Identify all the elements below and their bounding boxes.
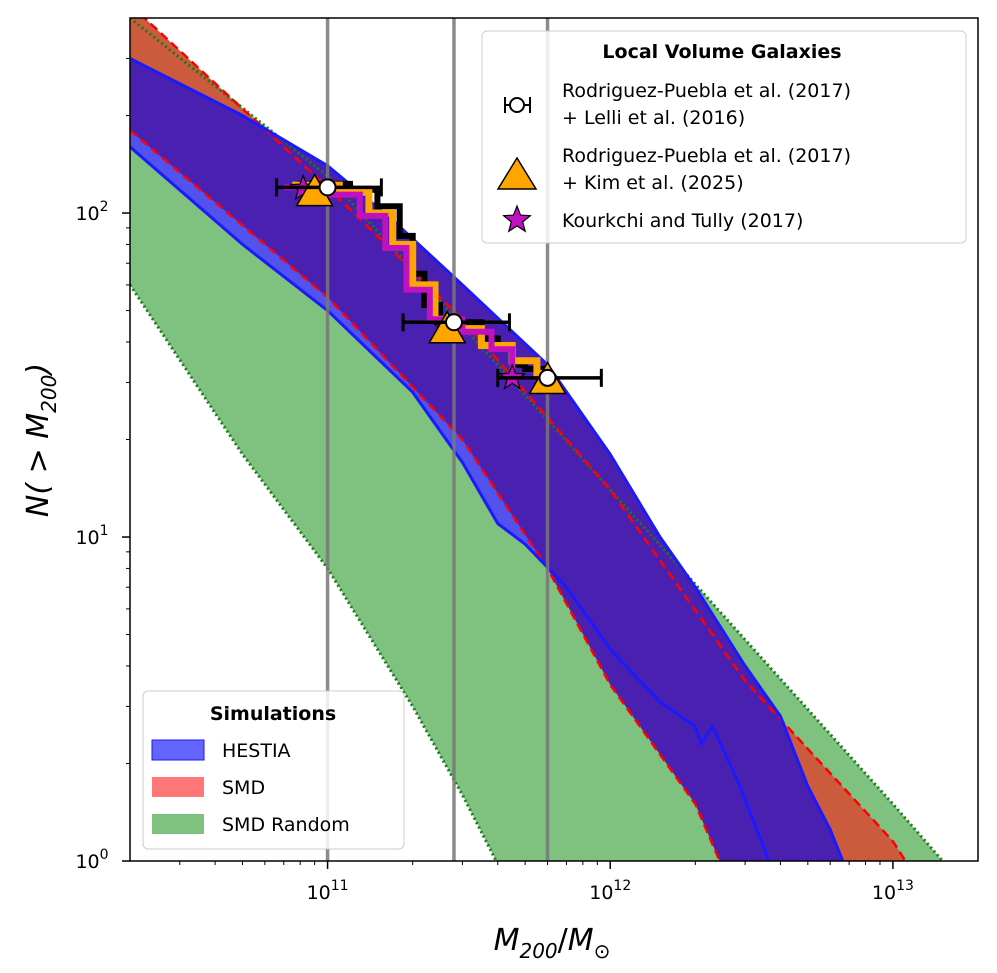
kourkchi-tully-cumulative-curve — [283, 184, 516, 378]
hestia-smd-overlap-band — [130, 58, 843, 861]
legend-marker-open-circle-errorbar — [504, 97, 531, 113]
x-tick-label-2: 1012 — [589, 878, 631, 904]
legend-swatch-smd — [152, 777, 204, 797]
legend-kourkchi-tully: Kourkchi and Tully (2017) — [562, 210, 803, 232]
legend-smd: SMD — [222, 777, 265, 799]
legend-swatch-hestia — [151, 739, 205, 761]
rodriguez-lelli-point-1 — [318, 178, 337, 197]
observations-legend: Local Volume Galaxies Rodriguez-Puebla e… — [481, 30, 967, 244]
legend-rodriguez-lelli-line2: + Lelli et al. (2016) — [562, 107, 745, 129]
y-tick-label-1: 100 — [75, 847, 108, 873]
x-tick-label-3: 1013 — [872, 878, 914, 904]
observations-legend-title: Local Volume Galaxies — [602, 41, 841, 63]
hestia-lower-edge — [130, 145, 771, 861]
legend-marker-orange-triangle — [496, 156, 538, 190]
observations-legend-box — [481, 30, 967, 244]
hestia-upper-edge — [130, 57, 845, 861]
legend-rodriguez-lelli-line1: Rodriguez-Puebla et al. (2017) — [562, 80, 851, 102]
legend-swatch-smd-random — [152, 814, 204, 834]
y-tick-label-2: 101 — [75, 523, 108, 549]
x-axis-label: M200/M⊙ — [494, 923, 611, 963]
rodriguez-lelli-point-2 — [444, 313, 463, 332]
legend-smd-random: SMD Random — [222, 814, 350, 836]
simulations-legend: Simulations HESTIA SMD SMD Random — [142, 690, 405, 850]
y-tick-label-3: 102 — [75, 199, 108, 225]
legend-rodriguez-kim-line2: + Kim et al. (2025) — [562, 172, 744, 194]
legend-rodriguez-kim-line1: Rodriguez-Puebla et al. (2017) — [562, 145, 851, 167]
x-tick-label-1: 1011 — [307, 878, 349, 904]
smd-random-lower-edge — [130, 284, 498, 861]
rodriguez-lelli-point-3 — [538, 368, 557, 387]
simulations-legend-title: Simulations — [210, 703, 336, 725]
simulations-legend-box — [142, 690, 405, 850]
legend-hestia: HESTIA — [222, 740, 291, 762]
legend-marker-magenta-star — [502, 204, 532, 233]
y-axis-label: N( > M200) — [21, 363, 61, 517]
smd-random-upper-edge — [130, 18, 945, 861]
